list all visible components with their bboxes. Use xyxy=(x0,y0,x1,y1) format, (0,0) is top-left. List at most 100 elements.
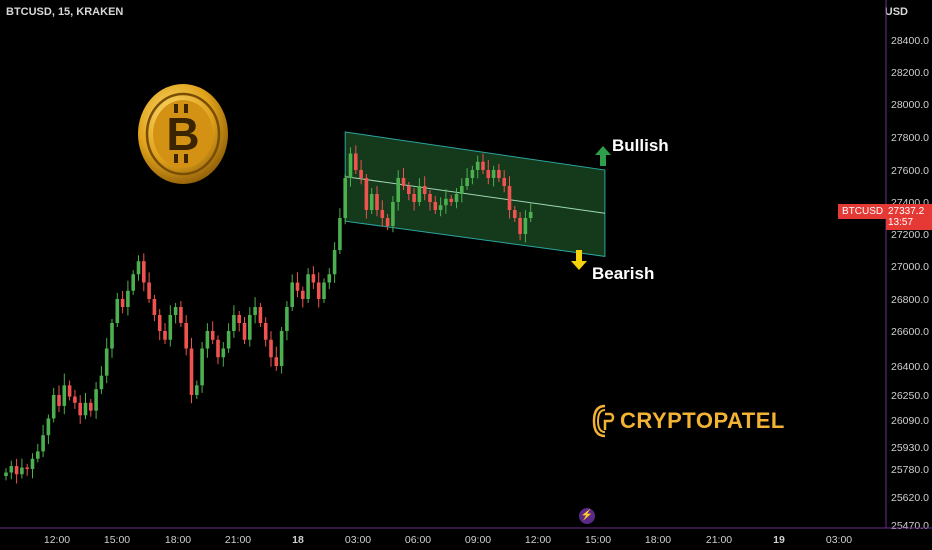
price-tag-countdown: 13:57 xyxy=(888,217,914,228)
symbol-title: BTCUSD, 15, KRAKEN xyxy=(6,6,124,18)
channel-layer xyxy=(344,131,606,257)
candle-body xyxy=(216,339,220,358)
candle-body xyxy=(14,466,19,475)
candle-body xyxy=(20,467,24,475)
candle-body xyxy=(428,194,432,202)
lightning-icon[interactable]: ⚡ xyxy=(579,508,595,524)
candle-body xyxy=(332,250,337,275)
candle-body xyxy=(316,282,321,299)
candle-body xyxy=(248,315,252,340)
y-tick-label: 28000.0 xyxy=(891,99,929,111)
candle-body xyxy=(375,194,379,210)
candle-body xyxy=(94,389,98,411)
x-tick-label: 15:00 xyxy=(585,534,611,546)
candle-body xyxy=(322,282,326,299)
candle-body xyxy=(513,210,517,218)
brand-name: CRYPTOPATEL xyxy=(620,408,785,433)
y-tick-label: 26400.0 xyxy=(891,361,929,373)
y-tick-label: 27600.0 xyxy=(891,165,929,177)
candle-body xyxy=(417,186,422,202)
candle-body xyxy=(89,402,93,411)
price-tag-symbol: BTCUSD xyxy=(838,204,888,219)
candle-body xyxy=(438,205,443,210)
candle-body xyxy=(104,348,109,376)
candle-body xyxy=(454,194,459,202)
candle-body xyxy=(136,261,141,275)
candle-body xyxy=(237,315,241,323)
candle-body xyxy=(380,210,385,218)
candle-body xyxy=(73,396,77,403)
candle-body xyxy=(115,299,120,323)
candle-body xyxy=(210,331,215,340)
candle-body xyxy=(295,282,300,291)
candle-body xyxy=(126,290,130,307)
candle-body xyxy=(481,161,485,170)
candle-body xyxy=(396,178,400,202)
candle-body xyxy=(195,385,199,395)
candle-body xyxy=(142,261,146,283)
candle-body xyxy=(507,186,512,210)
channel-area xyxy=(344,131,606,257)
x-tick-label: 15:00 xyxy=(104,534,130,546)
x-tick-label: 12:00 xyxy=(525,534,551,546)
candle-body xyxy=(258,307,263,323)
candle-body xyxy=(306,274,310,299)
svg-text:B: B xyxy=(166,108,199,160)
y-tick-label: 28200.0 xyxy=(891,67,929,79)
candle-body xyxy=(168,315,173,340)
candle-body xyxy=(152,299,157,315)
candle-body xyxy=(311,274,316,283)
candle-body xyxy=(131,274,135,291)
x-tick-label: 03:00 xyxy=(826,534,852,546)
candle-body xyxy=(110,323,114,349)
candle-body xyxy=(83,402,88,416)
candle-body xyxy=(523,218,528,234)
candle-body xyxy=(157,315,162,331)
x-tick-label: 19 xyxy=(773,534,785,546)
candle-body xyxy=(465,178,469,186)
candle-body xyxy=(301,290,305,299)
x-tick-label: 12:00 xyxy=(44,534,70,546)
candle-body xyxy=(285,307,289,331)
x-tick-label: 21:00 xyxy=(225,534,251,546)
candle-body xyxy=(391,202,395,226)
bearish-arrow-icon xyxy=(571,250,587,270)
candle-body xyxy=(232,315,236,331)
candle-body xyxy=(359,170,363,178)
candle-body xyxy=(9,466,14,473)
candle-body xyxy=(269,339,273,358)
candle-layer xyxy=(4,145,533,484)
candle-body xyxy=(290,282,294,307)
candle-body xyxy=(4,472,8,476)
candle-body xyxy=(67,385,72,397)
y-tick-label: 26800.0 xyxy=(891,294,929,306)
candle-body xyxy=(173,307,178,315)
candle-body xyxy=(226,331,231,349)
candle-body xyxy=(528,212,533,218)
x-tick-label: 06:00 xyxy=(405,534,431,546)
candle-body xyxy=(279,331,284,366)
candle-body xyxy=(189,348,194,395)
candle-body xyxy=(460,186,464,194)
candle-body xyxy=(99,375,104,390)
candle-body xyxy=(348,153,353,178)
candle-body xyxy=(449,198,453,202)
bitcoin-coin-icon: B xyxy=(138,84,228,184)
candle-body xyxy=(205,331,210,349)
y-tick-label: 26090.0 xyxy=(891,415,929,427)
candle-body xyxy=(364,178,369,210)
x-tick-label: 09:00 xyxy=(465,534,491,546)
candle-body xyxy=(338,218,342,250)
candle-body xyxy=(369,194,374,210)
candle-body xyxy=(36,451,40,459)
bullish-arrow-icon xyxy=(595,146,611,166)
y-tick-label: 28400.0 xyxy=(891,35,929,47)
candle-body xyxy=(41,435,45,452)
candle-body xyxy=(470,170,475,178)
x-tick-label: 18 xyxy=(292,534,304,546)
candle-body xyxy=(263,323,268,340)
candle-body xyxy=(444,198,448,206)
